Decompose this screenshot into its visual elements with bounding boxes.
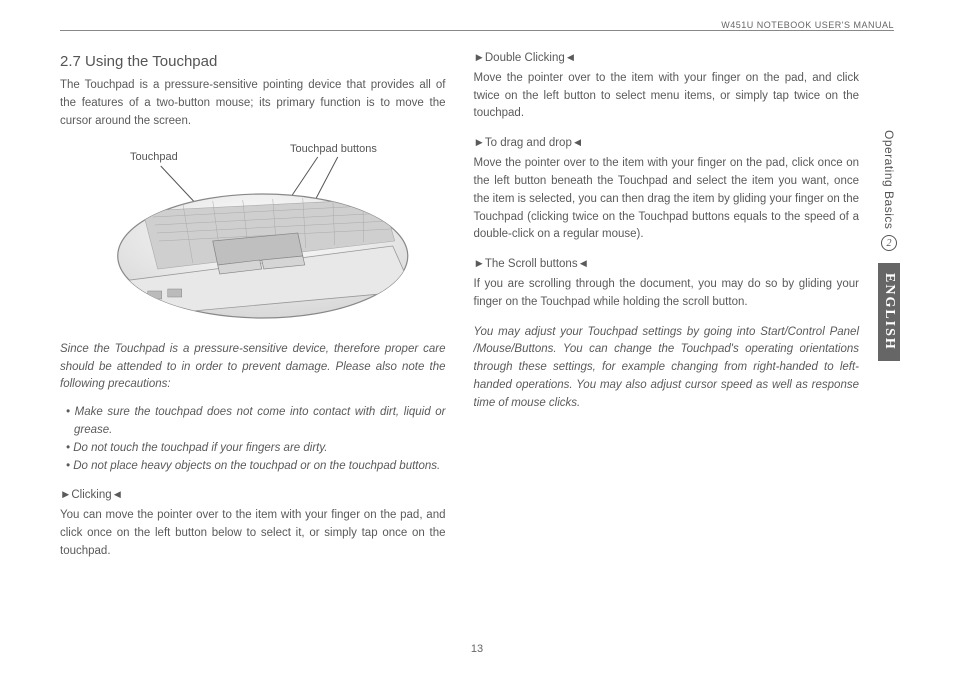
header-title: W451U NOTEBOOK USER'S MANUAL <box>713 20 894 30</box>
bullet-text: Make sure the touchpad does not come int… <box>74 406 445 436</box>
precaution-intro: Since the Touchpad is a pressure-sensiti… <box>60 341 446 394</box>
content-columns: 2.7 Using the Touchpad The Touchpad is a… <box>60 50 859 633</box>
settings-paragraph: You may adjust your Touchpad settings by… <box>474 324 860 413</box>
section-heading: 2.7 Using the Touchpad <box>60 50 446 73</box>
touchpad-figure: Touchpad Touchpad buttons <box>60 141 446 331</box>
double-click-paragraph: Move the pointer over to the item with y… <box>474 70 860 123</box>
language-badge: ENGLISH <box>878 263 900 361</box>
header-rule <box>60 30 894 31</box>
manual-page: W451U NOTEBOOK USER'S MANUAL 2.7 Using t… <box>0 0 954 673</box>
drag-drop-paragraph: Move the pointer over to the item with y… <box>474 155 860 244</box>
scroll-heading: ►The Scroll buttons◄ <box>474 256 860 274</box>
intro-paragraph: The Touchpad is a pressure-sensitive poi… <box>60 77 446 130</box>
precaution-bullet: • Do not touch the touchpad if your fing… <box>60 440 446 458</box>
clicking-heading: ►Clicking◄ <box>60 487 446 505</box>
figure-label-touchpad: Touchpad <box>130 149 178 166</box>
drag-drop-heading: ►To drag and drop◄ <box>474 135 860 153</box>
precaution-bullet: • Do not place heavy objects on the touc… <box>60 458 446 476</box>
chapter-number-badge: 2 <box>881 235 897 251</box>
precaution-bullet: • Make sure the touchpad does not come i… <box>60 404 446 440</box>
left-column: 2.7 Using the Touchpad The Touchpad is a… <box>60 50 446 633</box>
side-tab: Operating Basics 2 ENGLISH <box>874 130 904 490</box>
figure-label-buttons: Touchpad buttons <box>290 141 377 158</box>
chapter-label: Operating Basics <box>882 130 896 229</box>
bullet-text: Do not place heavy objects on the touchp… <box>73 460 440 472</box>
bullet-text: Do not touch the touchpad if your finger… <box>73 442 327 454</box>
page-number: 13 <box>0 643 954 655</box>
touchpad-illustration <box>60 141 446 331</box>
scroll-paragraph: If you are scrolling through the documen… <box>474 276 860 312</box>
double-click-heading: ►Double Clicking◄ <box>474 50 860 68</box>
right-column: ►Double Clicking◄ Move the pointer over … <box>474 50 860 633</box>
clicking-paragraph: You can move the pointer over to the ite… <box>60 507 446 560</box>
